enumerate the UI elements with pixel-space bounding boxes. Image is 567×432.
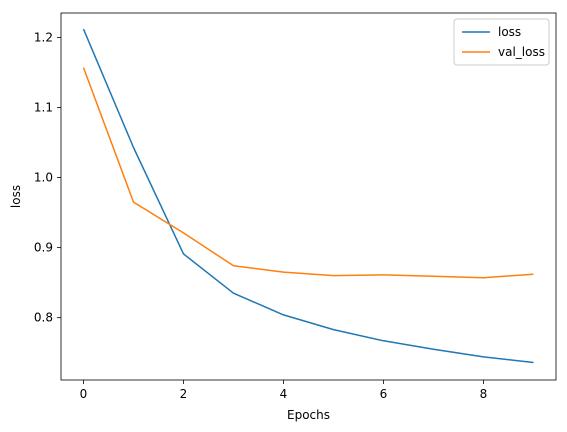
x-axis-label: Epochs (287, 408, 330, 422)
legend-label: val_loss (498, 45, 545, 59)
y-tick-label: 1.2 (34, 31, 53, 45)
x-tick-label: 8 (480, 387, 488, 401)
y-axis-label: loss (9, 185, 23, 208)
series-line-val-loss (82, 67, 534, 279)
legend-box (453, 18, 550, 66)
x-tick-label: 2 (180, 387, 188, 401)
legend-label: loss (498, 25, 521, 39)
x-tick-label: 0 (80, 387, 88, 401)
plot-frame (60, 12, 557, 381)
y-tick-label: 1.0 (34, 171, 53, 185)
y-tick-label: 0.9 (34, 241, 53, 255)
x-tick-label: 4 (280, 387, 288, 401)
series-line-loss (82, 28, 534, 364)
y-tick-label: 0.8 (34, 311, 53, 325)
x-tick-label: 6 (380, 387, 388, 401)
legend: loss val_loss (453, 18, 550, 66)
y-tick-label: 1.1 (34, 101, 53, 115)
